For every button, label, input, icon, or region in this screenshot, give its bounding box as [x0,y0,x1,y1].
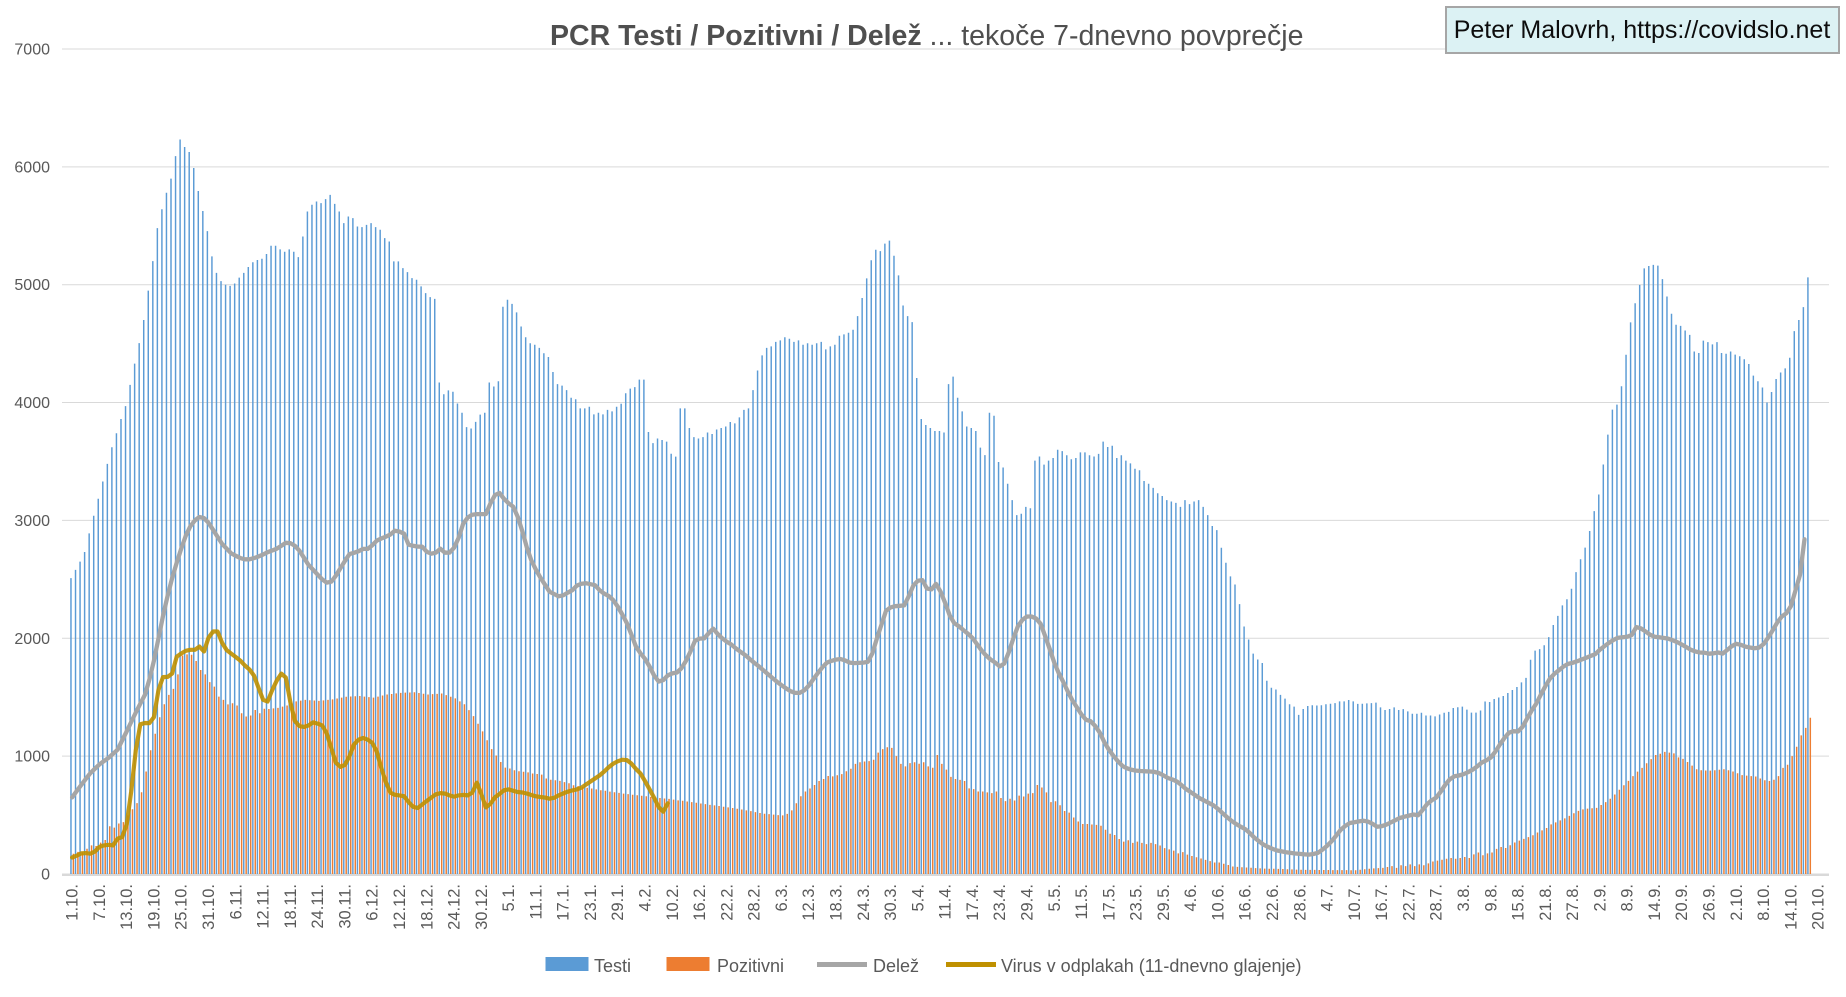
svg-text:18.12.: 18.12. [418,884,436,930]
svg-text:Testi: Testi [594,956,631,976]
svg-text:16.6.: 16.6. [1237,884,1255,921]
svg-text:27.8.: 27.8. [1564,884,1582,921]
svg-text:17.5.: 17.5. [1100,884,1118,921]
svg-text:0: 0 [41,867,50,884]
svg-text:24.11.: 24.11. [309,884,327,929]
svg-text:29.5.: 29.5. [1155,884,1173,921]
svg-text:23.5.: 23.5. [1128,884,1146,921]
svg-text:1.10.: 1.10. [64,884,82,921]
svg-text:30.3.: 30.3. [882,884,900,921]
svg-text:11.4.: 11.4. [937,884,955,919]
svg-text:22.6.: 22.6. [1264,884,1282,921]
svg-text:14.9.: 14.9. [1646,884,1664,921]
svg-text:12.3.: 12.3. [800,884,818,921]
svg-text:29.4.: 29.4. [1019,884,1037,921]
svg-text:18.3.: 18.3. [828,884,846,921]
svg-text:4.7.: 4.7. [1319,884,1337,912]
svg-text:10.7.: 10.7. [1346,884,1364,921]
svg-text:10.6.: 10.6. [1209,884,1227,921]
svg-text:30.11.: 30.11. [336,884,354,929]
svg-text:13.10.: 13.10. [118,884,136,930]
svg-text:1000: 1000 [14,749,50,766]
svg-text:15.8.: 15.8. [1510,884,1528,921]
svg-text:2.9.: 2.9. [1591,884,1609,912]
svg-text:6.12.: 6.12. [364,884,382,921]
svg-text:23.1.: 23.1. [582,884,600,921]
svg-text:21.8.: 21.8. [1537,884,1555,921]
svg-text:22.7.: 22.7. [1400,884,1418,921]
svg-text:12.11.: 12.11. [255,884,273,929]
svg-text:6000: 6000 [14,159,50,176]
svg-text:11.1.: 11.1. [527,884,545,919]
svg-text:3.8.: 3.8. [1455,884,1473,912]
svg-text:14.10.: 14.10. [1782,884,1800,930]
svg-text:23.4.: 23.4. [991,884,1009,921]
svg-text:8.10.: 8.10. [1755,884,1773,921]
svg-text:28.2.: 28.2. [746,884,764,921]
svg-text:10.2.: 10.2. [664,884,682,921]
svg-text:4.6.: 4.6. [1182,884,1200,912]
svg-text:16.2.: 16.2. [691,884,709,921]
svg-text:20.9.: 20.9. [1673,884,1691,921]
svg-text:7000: 7000 [14,42,50,59]
svg-text:18.11.: 18.11. [282,884,300,929]
svg-text:5.4.: 5.4. [909,884,927,912]
svg-text:29.1.: 29.1. [609,884,627,921]
svg-text:2.10.: 2.10. [1728,884,1746,921]
svg-text:5.1.: 5.1. [500,884,518,912]
svg-text:24.3.: 24.3. [855,884,873,921]
svg-text:19.10.: 19.10. [145,884,163,930]
svg-text:5.5.: 5.5. [1046,884,1064,912]
svg-text:5000: 5000 [14,277,50,294]
svg-text:17.1.: 17.1. [555,884,573,921]
svg-text:26.9.: 26.9. [1701,884,1719,921]
svg-text:16.7.: 16.7. [1373,884,1391,921]
svg-text:22.2.: 22.2. [718,884,736,921]
svg-text:6.11.: 6.11. [227,884,245,919]
svg-text:8.9.: 8.9. [1619,884,1637,912]
svg-text:28.7.: 28.7. [1428,884,1446,921]
svg-text:PCR Testi / Pozitivni / Delež: PCR Testi / Pozitivni / Delež ... tekoče… [550,20,1303,52]
svg-text:Delež: Delež [873,956,919,976]
svg-text:Peter Malovrh, https://covidsl: Peter Malovrh, https://covidslo.net [1454,16,1831,44]
svg-text:17.4.: 17.4. [964,884,982,921]
svg-text:2000: 2000 [14,631,50,648]
svg-text:6.3.: 6.3. [773,884,791,912]
svg-text:11.5.: 11.5. [1073,884,1091,919]
svg-text:9.8.: 9.8. [1482,884,1500,912]
svg-text:4000: 4000 [14,395,50,412]
svg-text:3000: 3000 [14,513,50,530]
svg-text:7.10.: 7.10. [91,884,109,921]
svg-text:28.6.: 28.6. [1291,884,1309,921]
svg-text:4.2.: 4.2. [637,884,655,912]
svg-text:30.12.: 30.12. [473,884,491,930]
svg-text:12.12.: 12.12. [391,884,409,930]
svg-text:Pozitivni: Pozitivni [717,956,784,976]
svg-text:Virus v odplakah (11-dnevno gl: Virus v odplakah (11-dnevno glajenje) [1001,956,1302,976]
svg-text:24.12.: 24.12. [446,884,464,930]
svg-text:31.10.: 31.10. [200,884,218,930]
svg-text:20.10.: 20.10. [1810,884,1828,930]
svg-text:25.10.: 25.10. [173,884,191,930]
